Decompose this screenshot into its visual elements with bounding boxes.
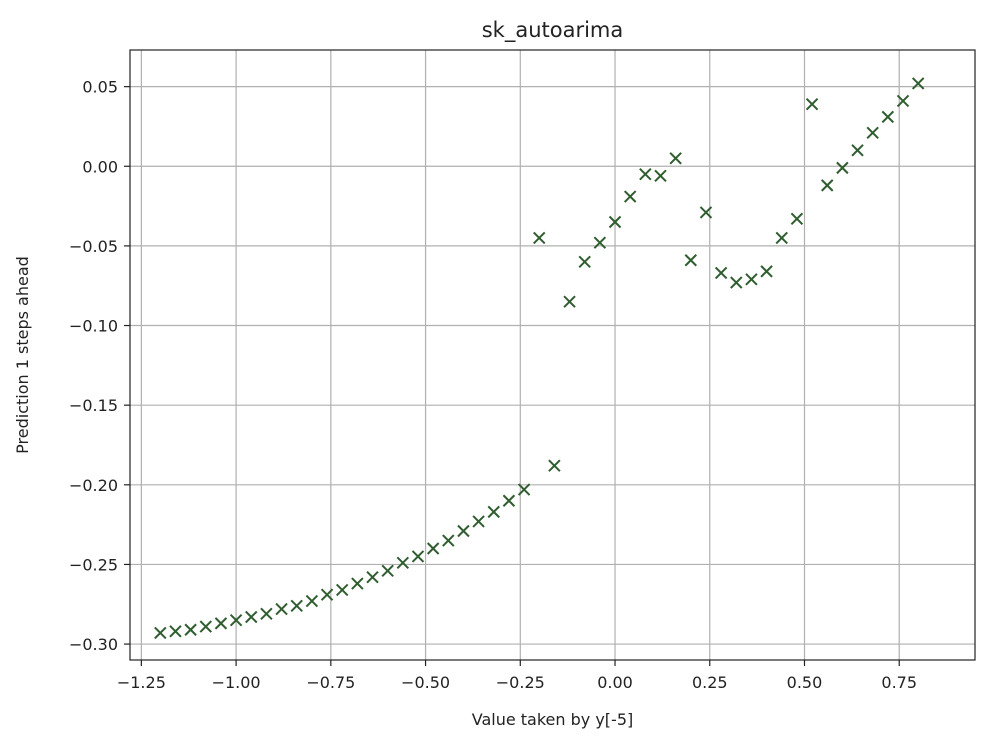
scatter-point: [639, 168, 652, 181]
scatter-point: [714, 266, 728, 280]
scatter-point: [654, 169, 667, 183]
scatter-point: [669, 152, 682, 165]
y-tick-label: −0.15: [69, 396, 118, 415]
scatter-point: [426, 542, 440, 555]
scatter-point: [472, 515, 485, 528]
scatter-point: [502, 494, 516, 507]
scatter-point: [851, 144, 864, 157]
scatter-point: [730, 276, 743, 289]
x-tick-label: −0.25: [496, 673, 545, 692]
scatter-point: [366, 570, 379, 584]
x-tick-label: 0.50: [787, 673, 823, 692]
y-tick-label: 0.00: [82, 157, 118, 176]
scatter-point: [260, 607, 273, 621]
scatter-point: [381, 564, 394, 578]
scatter-point: [214, 617, 228, 630]
scatter-point: [275, 602, 288, 616]
x-tick-label: 0.00: [597, 673, 633, 692]
scatter-point: [487, 505, 500, 519]
scatter-point: [229, 613, 243, 627]
scatter-point: [457, 524, 470, 538]
scatter-point: [775, 231, 788, 245]
chart-title: sk_autoarima: [482, 18, 624, 43]
x-tick-label: −1.25: [117, 673, 166, 692]
scatter-point: [290, 599, 303, 613]
scatter-point: [169, 625, 182, 638]
scatter-point: [623, 190, 637, 203]
x-tick-label: −1.00: [212, 673, 261, 692]
scatter-markers: [154, 77, 925, 640]
y-axis-ticks: −0.30 −0.25 −0.20 −0.15 −0.10 −0.05 0.00 0.05: [69, 78, 130, 654]
scatter-point: [335, 583, 349, 597]
scatter-point: [184, 623, 197, 636]
scatter-point: [896, 94, 910, 108]
scatter-point: [563, 295, 576, 308]
scatter-point: [593, 236, 607, 249]
scatter-point: [245, 610, 258, 624]
scatter-point: [866, 126, 879, 140]
scatter-point: [305, 594, 319, 608]
scatter-point: [411, 550, 425, 563]
scatter-point: [533, 231, 546, 245]
scatter-point: [154, 626, 167, 640]
scatter-point: [699, 206, 713, 219]
x-axis-ticks: −1.25 −1.00 −0.75 −0.50 −0.25 0.00 0.25 0.50 0.7…: [117, 660, 917, 692]
scatter-point: [578, 255, 591, 269]
scatter-point: [320, 588, 334, 601]
scatter-point: [517, 483, 531, 496]
scatter-point: [442, 534, 455, 547]
scatter-point: [396, 556, 410, 570]
y-tick-label: −0.10: [69, 317, 118, 336]
grid: [130, 50, 975, 660]
scatter-point: [790, 212, 804, 226]
scatter-point: [351, 577, 364, 590]
x-tick-label: −0.50: [401, 673, 450, 692]
scatter-point: [881, 110, 895, 124]
x-axis-label: Value taken by y[-5]: [472, 710, 633, 729]
plot-area-frame: [129, 49, 976, 661]
scatter-point: [548, 459, 561, 472]
scatter-point: [760, 265, 773, 278]
x-tick-label: 0.25: [692, 673, 728, 692]
scatter-point: [745, 273, 758, 286]
scatter-point: [911, 77, 925, 90]
y-tick-label: −0.25: [69, 555, 118, 574]
scatter-point: [821, 179, 834, 192]
scatter-point: [608, 215, 622, 229]
y-axis-label: Prediction 1 steps ahead: [13, 256, 32, 454]
x-tick-label: 0.75: [881, 673, 917, 692]
y-tick-label: 0.05: [82, 78, 118, 97]
y-tick-label: −0.20: [69, 476, 118, 495]
y-tick-label: −0.30: [69, 635, 118, 654]
y-tick-label: −0.05: [69, 237, 118, 256]
scatter-point: [199, 620, 212, 633]
scatter-point: [805, 97, 819, 111]
scatter-point: [836, 161, 849, 175]
scatter-point: [684, 254, 698, 267]
x-tick-label: −0.75: [306, 673, 355, 692]
